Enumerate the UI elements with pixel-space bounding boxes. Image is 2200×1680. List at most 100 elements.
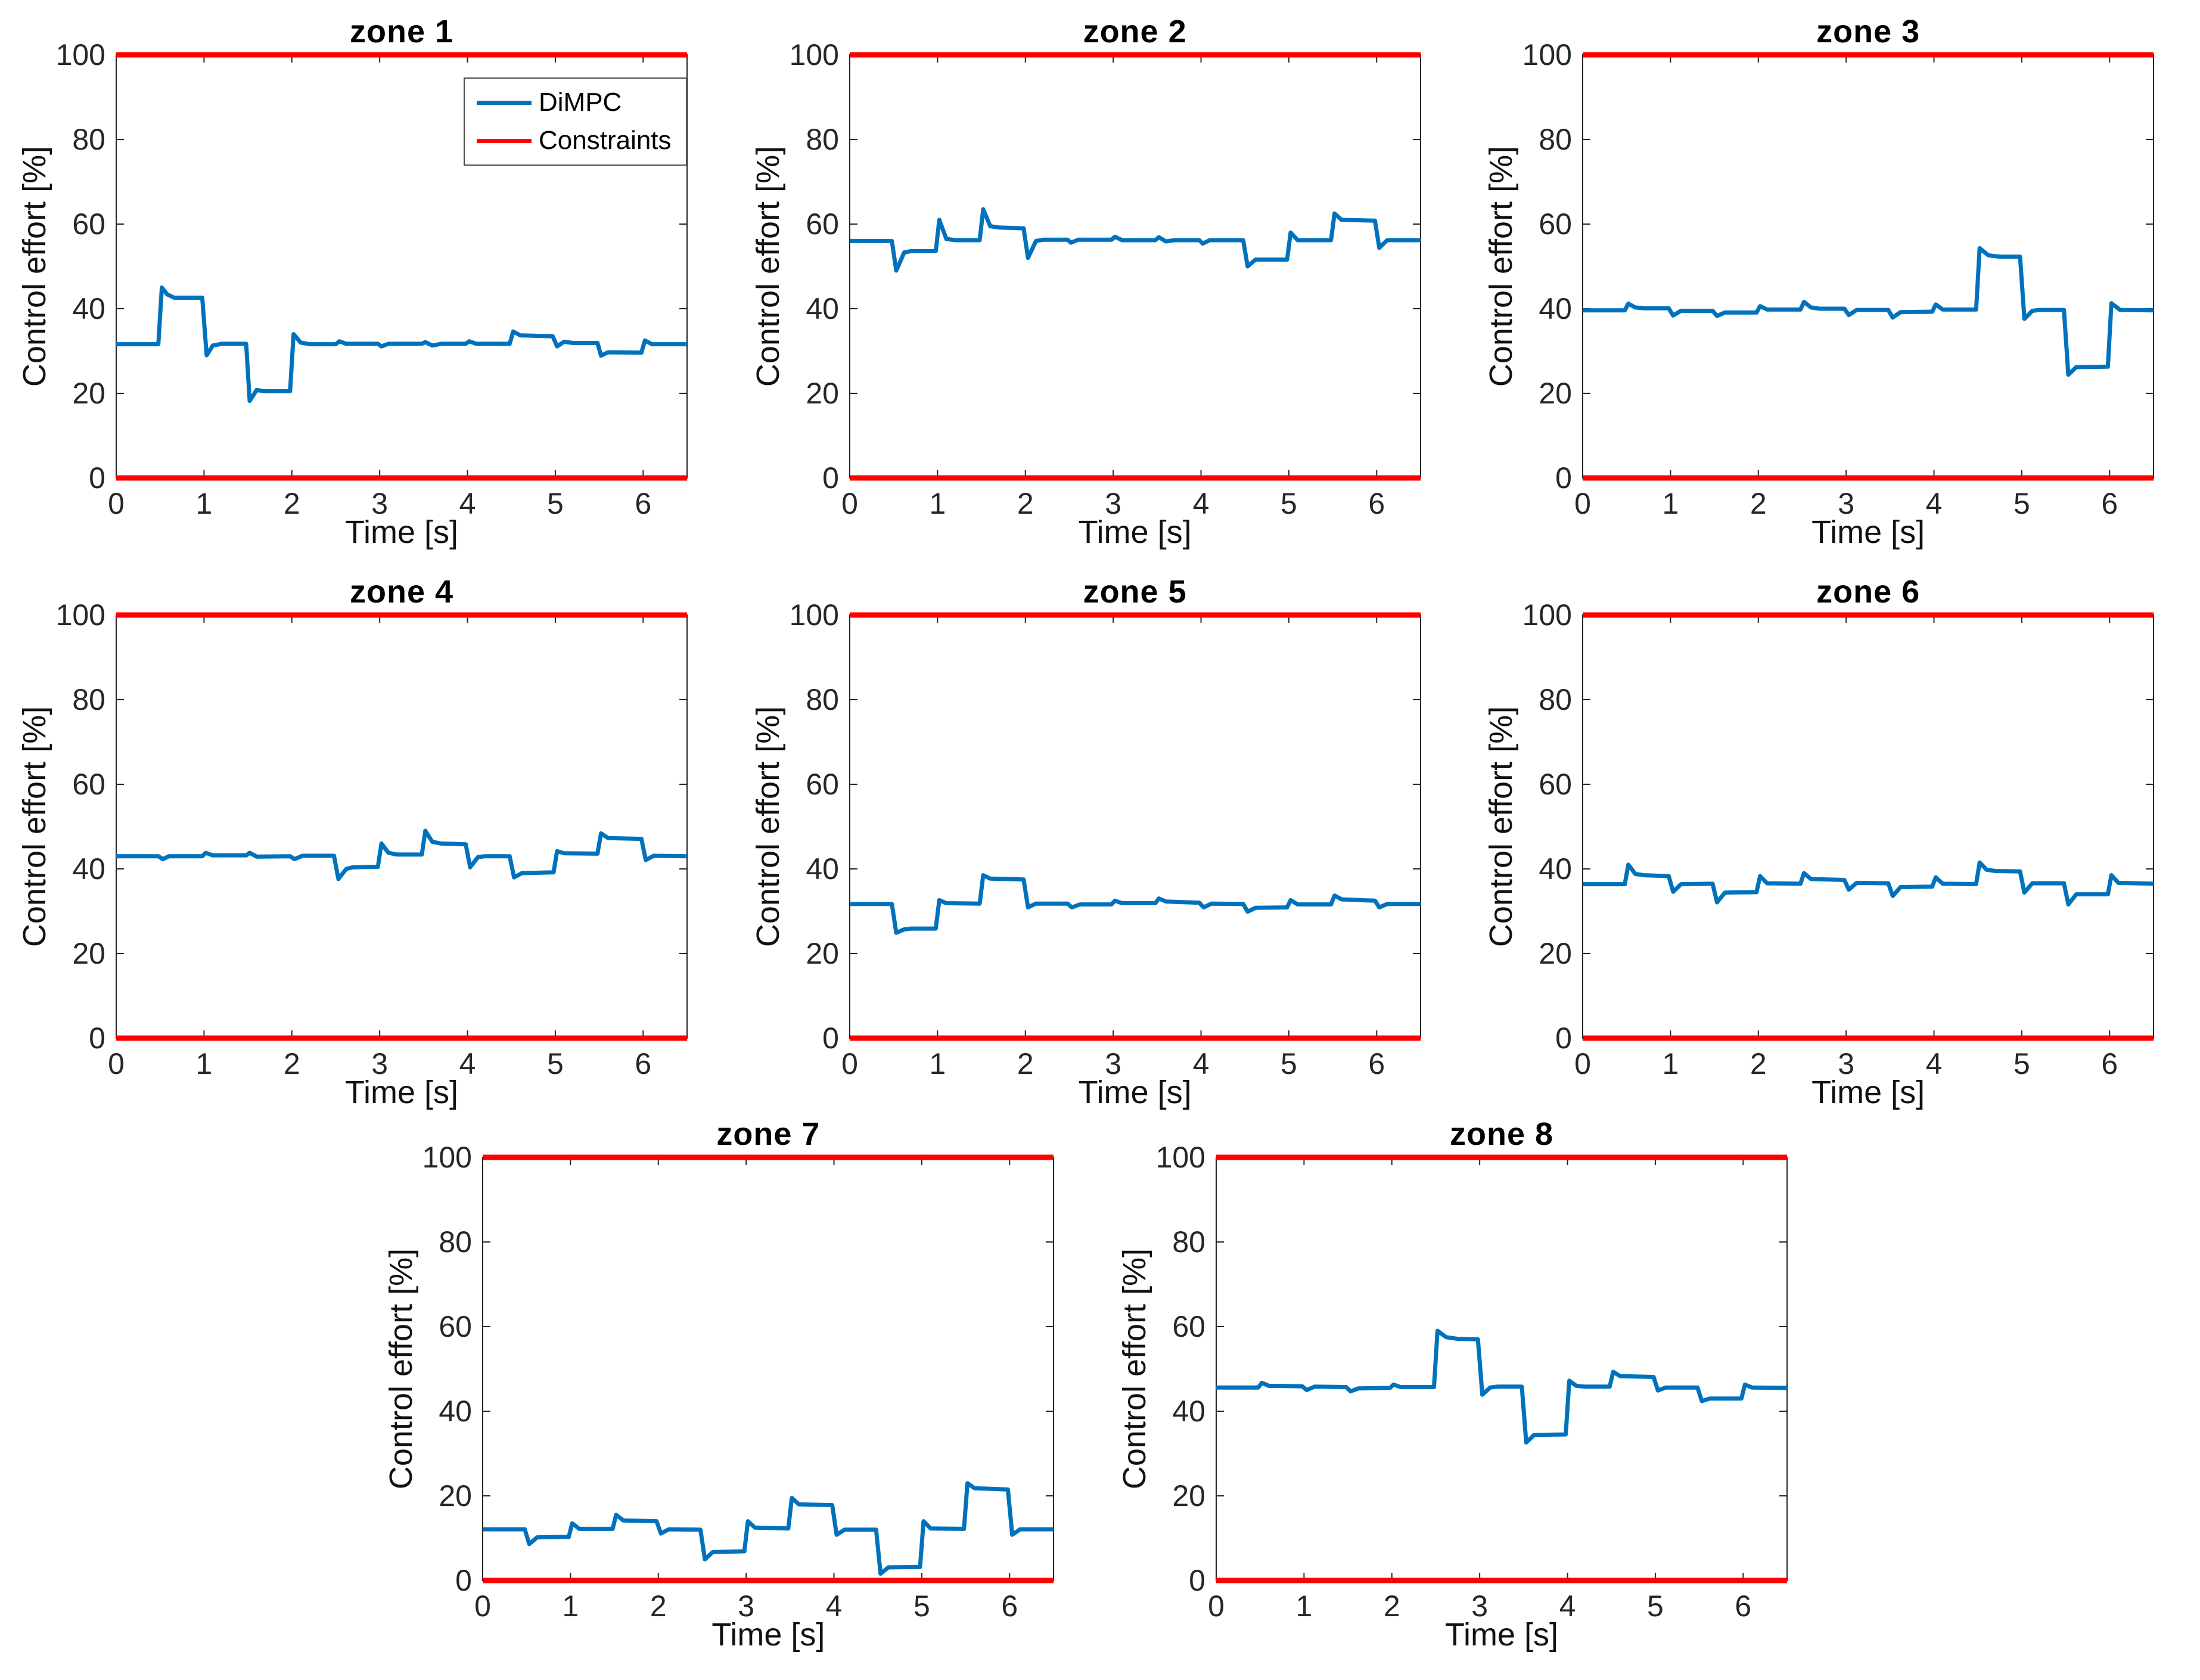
svg-text:2: 2 — [1750, 487, 1767, 520]
svg-text:80: 80 — [439, 1225, 473, 1259]
svg-text:1: 1 — [1663, 1047, 1679, 1080]
x-axis-label: Time [s] — [1078, 514, 1192, 550]
svg-text:40: 40 — [72, 292, 105, 325]
svg-text:6: 6 — [2102, 1047, 2118, 1080]
svg-text:0: 0 — [1574, 1047, 1591, 1080]
subplot-row-2: zone 4 Control effort [%] 0 1 2 3 4 5 6 0 20 40 60… — [0, 560, 2200, 1120]
svg-text:1: 1 — [195, 1047, 212, 1080]
svg-text:100: 100 — [1522, 598, 1572, 632]
svg-text:60: 60 — [72, 768, 105, 801]
svg-text:0: 0 — [1555, 461, 1572, 495]
svg-text:0: 0 — [89, 461, 105, 495]
svg-text:80: 80 — [806, 683, 839, 716]
svg-text:40: 40 — [806, 852, 839, 886]
svg-text:80: 80 — [806, 123, 839, 156]
svg-text:80: 80 — [1172, 1225, 1205, 1259]
svg-text:0: 0 — [1208, 1589, 1225, 1623]
svg-text:6: 6 — [1002, 1589, 1018, 1623]
legend-item-constraints: Constraints — [477, 128, 672, 154]
svg-text:20: 20 — [1172, 1479, 1205, 1513]
svg-text:6: 6 — [1735, 1589, 1751, 1623]
x-axis-label: Time [s] — [711, 1617, 825, 1653]
svg-text:5: 5 — [913, 1589, 930, 1623]
chart-title: zone 2 — [1083, 14, 1187, 49]
svg-text:4: 4 — [459, 1047, 476, 1080]
x-axis-label: Time [s] — [1078, 1074, 1192, 1110]
svg-text:60: 60 — [806, 768, 839, 801]
svg-text:1: 1 — [563, 1589, 579, 1623]
subplot-zone-4: zone 4 Control effort [%] 0 1 2 3 4 5 6 0 20 40 60… — [0, 560, 734, 1120]
svg-text:40: 40 — [1172, 1395, 1205, 1428]
svg-text:3: 3 — [1838, 1047, 1854, 1080]
svg-text:1: 1 — [929, 1047, 946, 1080]
svg-text:1: 1 — [195, 487, 212, 520]
svg-text:100: 100 — [56, 598, 105, 632]
svg-text:100: 100 — [789, 38, 838, 72]
svg-text:4: 4 — [1926, 487, 1943, 520]
svg-text:40: 40 — [72, 852, 105, 886]
svg-text:60: 60 — [1539, 207, 1573, 241]
svg-text:0: 0 — [108, 487, 125, 520]
legend-label: DiMPC — [539, 88, 622, 117]
svg-text:4: 4 — [1192, 487, 1209, 520]
legend: DiMPC Constraints — [464, 77, 687, 166]
svg-text:60: 60 — [1539, 768, 1573, 801]
svg-text:60: 60 — [806, 207, 839, 241]
svg-text:40: 40 — [806, 292, 839, 325]
svg-text:20: 20 — [806, 937, 839, 970]
subplot-zone-6: zone 6 Control effort [%] 0 1 2 3 4 5 6 0 20 40 60… — [1466, 560, 2200, 1120]
svg-text:3: 3 — [1838, 487, 1854, 520]
svg-text:60: 60 — [72, 207, 105, 241]
svg-text:0: 0 — [1574, 487, 1591, 520]
svg-text:4: 4 — [826, 1589, 843, 1623]
chart-title: zone 3 — [1816, 14, 1921, 49]
svg-text:100: 100 — [56, 38, 105, 72]
x-axis-label: Time [s] — [1444, 1617, 1558, 1653]
svg-text:2: 2 — [1750, 1047, 1767, 1080]
subplot-zone-1: zone 1 Control effort [%] 0 1 2 3 4 5 6 0 20 40 60… — [0, 0, 734, 560]
svg-text:4: 4 — [1926, 1047, 1943, 1080]
chart-title: zone 4 — [349, 573, 454, 610]
svg-text:80: 80 — [1539, 683, 1573, 716]
svg-text:100: 100 — [1156, 1141, 1205, 1174]
svg-text:100: 100 — [422, 1141, 472, 1174]
svg-text:6: 6 — [1368, 1047, 1385, 1080]
chart-title: zone 7 — [716, 1116, 821, 1153]
svg-text:100: 100 — [789, 598, 838, 632]
svg-text:20: 20 — [1539, 377, 1573, 410]
svg-text:5: 5 — [1281, 487, 1297, 520]
svg-text:100: 100 — [1522, 38, 1572, 72]
svg-text:2: 2 — [1384, 1589, 1400, 1623]
svg-text:80: 80 — [72, 123, 105, 156]
svg-text:40: 40 — [1539, 852, 1573, 886]
svg-text:5: 5 — [1647, 1589, 1664, 1623]
chart-title: zone 8 — [1449, 1116, 1554, 1153]
svg-text:5: 5 — [1281, 1047, 1297, 1080]
svg-text:2: 2 — [284, 1047, 300, 1080]
svg-text:0: 0 — [841, 487, 858, 520]
svg-text:0: 0 — [822, 1021, 839, 1055]
svg-text:3: 3 — [738, 1589, 755, 1623]
chart-title: zone 1 — [349, 14, 454, 49]
dimpc-line-sample — [477, 100, 532, 105]
svg-text:1: 1 — [1663, 487, 1679, 520]
x-axis-label: Time [s] — [1811, 514, 1925, 550]
svg-text:4: 4 — [459, 487, 476, 520]
svg-text:0: 0 — [822, 461, 839, 495]
constraints-line-sample — [477, 138, 532, 143]
svg-text:20: 20 — [439, 1479, 473, 1513]
x-axis-label: Time [s] — [344, 1074, 458, 1110]
svg-text:6: 6 — [1368, 487, 1385, 520]
svg-text:5: 5 — [2013, 487, 2030, 520]
svg-text:5: 5 — [2013, 1047, 2030, 1080]
svg-text:1: 1 — [1295, 1589, 1312, 1623]
svg-text:4: 4 — [1192, 1047, 1209, 1080]
svg-text:60: 60 — [439, 1310, 473, 1343]
svg-text:0: 0 — [474, 1589, 491, 1623]
